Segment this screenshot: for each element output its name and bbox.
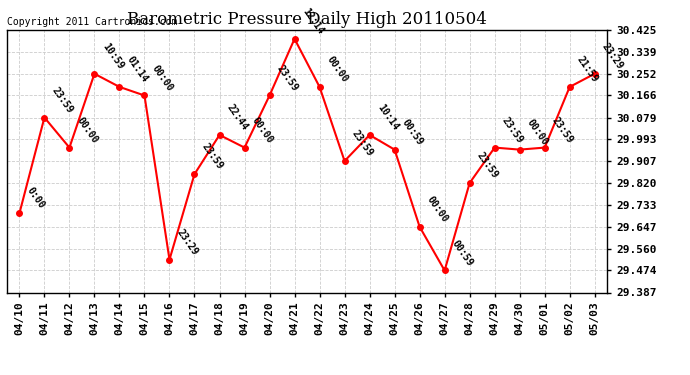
Text: 00:00: 00:00 [250, 115, 275, 145]
Text: 22:44: 22:44 [225, 102, 250, 132]
Text: 23:59: 23:59 [275, 63, 300, 93]
Text: 10:59: 10:59 [100, 41, 125, 71]
Text: 00:59: 00:59 [400, 117, 425, 147]
Text: Copyright 2011 Cartronics.com: Copyright 2011 Cartronics.com [7, 17, 177, 27]
Text: 10:14: 10:14 [375, 102, 400, 132]
Text: 00:00: 00:00 [425, 194, 450, 224]
Text: 0:00: 0:00 [25, 186, 47, 211]
Text: 23:29: 23:29 [600, 41, 625, 71]
Text: 23:59: 23:59 [475, 150, 500, 180]
Text: 23:29: 23:29 [175, 227, 200, 257]
Text: 21:59: 21:59 [575, 54, 600, 84]
Text: 00:00: 00:00 [325, 54, 350, 84]
Text: 12:14: 12:14 [300, 6, 325, 36]
Text: 01:14: 01:14 [125, 54, 150, 84]
Text: 00:59: 00:59 [450, 238, 475, 268]
Text: 23:59: 23:59 [550, 115, 575, 145]
Text: 23:59: 23:59 [350, 128, 375, 158]
Text: 00:00: 00:00 [150, 63, 175, 93]
Text: 23:59: 23:59 [500, 115, 525, 145]
Text: 23:59: 23:59 [200, 142, 225, 171]
Text: 00:00: 00:00 [525, 117, 550, 147]
Title: Barometric Pressure Daily High 20110504: Barometric Pressure Daily High 20110504 [127, 12, 487, 28]
Text: 00:00: 00:00 [75, 115, 100, 145]
Text: 23:59: 23:59 [50, 85, 75, 115]
